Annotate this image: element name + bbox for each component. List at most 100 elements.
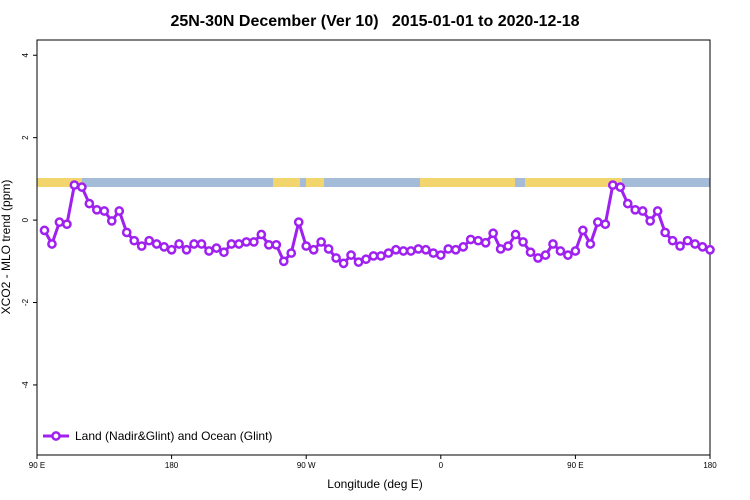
data-point (391, 244, 401, 255)
data-point (361, 254, 371, 265)
data-point (428, 248, 439, 258)
data-point (271, 239, 282, 250)
data-point (136, 241, 147, 251)
data-point (226, 239, 237, 249)
data-point (353, 257, 364, 267)
x-tick-label: 90 E (29, 461, 45, 470)
data-point (376, 251, 386, 261)
data-point (645, 216, 656, 226)
data-point (308, 244, 319, 255)
data-point (652, 206, 663, 216)
data-point (622, 198, 633, 209)
land-strip (273, 178, 300, 187)
data-point (174, 239, 184, 249)
data-point (413, 244, 424, 254)
data-point (323, 244, 334, 254)
x-tick-label: 180 (703, 461, 717, 470)
x-tick-label: 90 E (567, 461, 583, 470)
data-point (316, 237, 327, 247)
data-point (637, 206, 648, 216)
data-point (91, 204, 102, 215)
data-point (211, 243, 222, 253)
data-point (435, 250, 446, 260)
data-point (346, 250, 356, 260)
land-strip (37, 178, 82, 187)
data-point (510, 229, 521, 240)
data-point (99, 206, 110, 216)
data-point (600, 219, 611, 230)
data-point (465, 234, 476, 245)
legend-marker (51, 431, 61, 441)
data-point (181, 244, 192, 255)
legend-label: Land (Nadir&Glint) and Ocean (Glint) (75, 429, 272, 443)
data-point (106, 216, 117, 226)
data-point (533, 253, 543, 263)
data-point (338, 258, 349, 269)
data-point (667, 235, 678, 246)
data-point (570, 246, 581, 256)
data-point (495, 244, 506, 254)
data-point (159, 242, 169, 252)
data-point (443, 244, 454, 254)
data-point (682, 235, 693, 246)
ocean-strip (37, 178, 710, 187)
data-point (660, 227, 670, 238)
data-point (301, 241, 312, 251)
data-point (518, 237, 528, 247)
y-tick-label: 2 (21, 135, 30, 140)
data-point (121, 227, 132, 238)
data-point (293, 217, 304, 228)
data-point (450, 244, 461, 255)
data-point (585, 239, 596, 249)
data-point (705, 244, 715, 255)
data-point (219, 247, 229, 258)
data-point (204, 246, 214, 256)
data-point (592, 217, 603, 228)
land-ocean-strip (37, 178, 710, 187)
data-point (675, 241, 685, 251)
data-point (196, 239, 207, 249)
data-point (114, 206, 125, 216)
x-tick-label: 180 (165, 461, 179, 470)
data-point (263, 239, 274, 250)
y-tick-label: 0 (21, 217, 30, 222)
data-point (331, 253, 341, 263)
data-point (615, 182, 626, 192)
data-point (548, 239, 558, 249)
data-point (607, 180, 618, 190)
y-tick-label: -4 (21, 381, 30, 389)
data-point (249, 237, 259, 247)
data-point (503, 241, 513, 251)
data-point (241, 237, 252, 247)
data-point (563, 250, 573, 260)
x-tick-label: 90 W (297, 461, 316, 470)
data-point (166, 244, 177, 255)
data-point (473, 235, 484, 246)
land-strip (306, 178, 324, 187)
data-point (555, 246, 566, 256)
data-point (62, 219, 72, 230)
data-point (129, 235, 140, 246)
data-point (690, 239, 700, 249)
data-point (578, 225, 588, 236)
data-point (54, 217, 65, 228)
data-point (406, 246, 416, 256)
y-tick-label: 4 (21, 52, 30, 57)
data-point (256, 229, 267, 240)
data-point (69, 180, 80, 190)
data-point (398, 246, 409, 256)
data-point (39, 225, 50, 236)
data-point (144, 235, 155, 246)
chart-title: 25N-30N December (Ver 10) 2015-01-01 to … (170, 13, 579, 30)
land-strip (525, 178, 622, 187)
series-line (43, 183, 711, 265)
data-point (47, 239, 57, 249)
data-point (540, 250, 551, 260)
data-point (84, 198, 95, 209)
data-point (368, 251, 379, 261)
x-tick-label: 0 (439, 461, 444, 470)
land-strip (420, 178, 515, 187)
data-point (286, 248, 297, 258)
